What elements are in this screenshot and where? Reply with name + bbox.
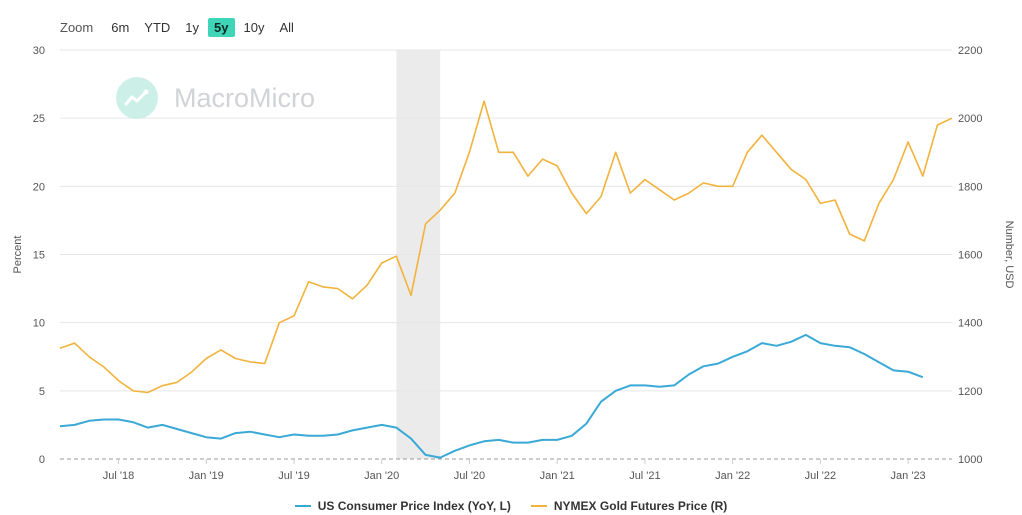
zoom-label: Zoom: [60, 19, 94, 35]
legend-swatch-cpi: [294, 505, 311, 507]
y-right-tick-label: 1800: [958, 181, 982, 193]
x-tick-label: Jan '22: [715, 470, 750, 482]
legend-label-gold: NYMEX Gold Futures Price (R): [553, 499, 728, 513]
zoom-1y-button[interactable]: 1y: [185, 19, 200, 35]
x-tick-label: Jul '20: [454, 470, 485, 482]
zoom-bar: Zoom 6m YTD 1y 5y 10y All: [60, 17, 303, 37]
y-left-tick-label: 5: [39, 386, 45, 398]
zoom-5y-button[interactable]: 5y: [208, 17, 235, 37]
y-left-tick-label: 15: [33, 250, 45, 262]
y-left-tick-label: 25: [33, 113, 45, 125]
legend-swatch-gold: [530, 505, 547, 507]
legend-label-cpi: US Consumer Price Index (YoY, L): [317, 499, 511, 513]
zoom-ytd-button[interactable]: YTD: [144, 19, 171, 35]
zoom-all-button[interactable]: All: [279, 19, 294, 35]
legend: US Consumer Price Index (YoY, L) NYMEX G…: [0, 499, 1022, 513]
y-right-tick-label: 1600: [958, 250, 982, 262]
y-right-tick-label: 1000: [958, 454, 982, 466]
y-left-axis-title: Percent: [12, 236, 24, 274]
x-tick-label: Jan '20: [364, 470, 399, 482]
series-line-gold: [59, 100, 953, 394]
series-line-cpi: [59, 333, 924, 459]
x-tick-label: Jul '22: [805, 470, 836, 482]
legend-item-cpi[interactable]: US Consumer Price Index (YoY, L): [294, 499, 511, 513]
watermark: MacroMicro: [116, 77, 315, 119]
y-right-tick-label: 2000: [958, 113, 982, 125]
x-tick-label: Jul '21: [629, 470, 660, 482]
x-tick-label: Jan '21: [540, 470, 575, 482]
watermark-logo-icon: [116, 77, 158, 119]
zoom-10y-button[interactable]: 10y: [243, 19, 265, 35]
y-left-tick-label: 20: [33, 181, 45, 193]
x-tick-label: Jan '23: [891, 470, 926, 482]
y-left-tick-label: 0: [39, 454, 45, 466]
y-right-tick-label: 1400: [958, 318, 982, 330]
y-right-tick-label: 1200: [958, 386, 982, 398]
y-left-tick-label: 30: [33, 45, 45, 57]
y-right-axis-title: Number, USD: [1003, 221, 1015, 289]
legend-item-gold[interactable]: NYMEX Gold Futures Price (R): [530, 499, 728, 513]
x-tick-label: Jan '19: [189, 470, 224, 482]
x-tick-label: Jul '18: [103, 470, 134, 482]
zoom-6m-button[interactable]: 6m: [111, 19, 130, 35]
y-left-tick-label: 10: [33, 318, 45, 330]
x-tick-label: Jul '19: [278, 470, 309, 482]
y-right-tick-label: 2200: [958, 45, 982, 57]
chart-canvas: 0 5 10 15 20 25 30 1000 1200 1400 1600 1800 2000 2200…: [12, 45, 1015, 482]
watermark-text: MacroMicro: [174, 82, 316, 113]
